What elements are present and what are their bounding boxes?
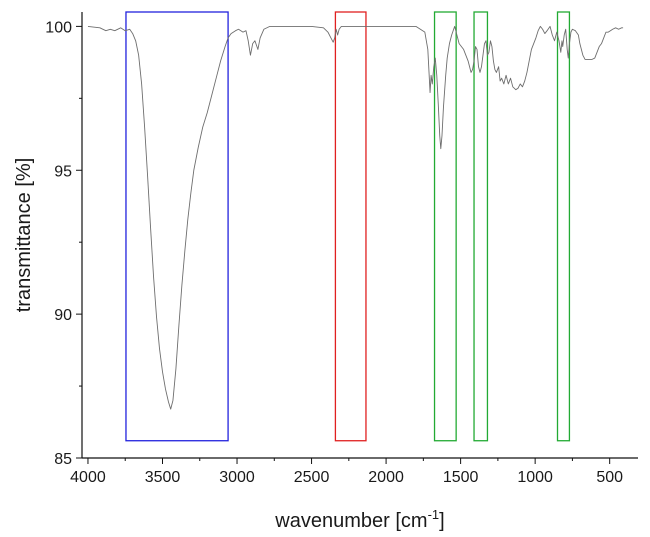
- x-axis-label-superscript: -1: [428, 507, 440, 522]
- y-tick-label-95: 95: [54, 163, 72, 180]
- x-tick-label-500: 500: [596, 469, 623, 486]
- x-tick-label-2500: 2500: [294, 469, 330, 486]
- y-tick-label-90: 90: [54, 307, 72, 324]
- highlight-box-5: [556, 11, 571, 442]
- highlight-box-1: [125, 11, 229, 442]
- highlight-box-2: [334, 11, 367, 442]
- x-tick-label-4000: 4000: [70, 469, 106, 486]
- y-axis-label: transmittance [%]: [13, 158, 35, 313]
- y-tick-label-85: 85: [54, 451, 72, 468]
- x-tick-label-2000: 2000: [368, 469, 404, 486]
- highlight-box-4: [473, 11, 489, 442]
- highlight-boxes: [125, 11, 571, 442]
- y-tick-label-100: 100: [45, 19, 72, 36]
- x-tick-label-3000: 3000: [219, 469, 255, 486]
- x-tick-label-1000: 1000: [517, 469, 553, 486]
- x-tick-label-3500: 3500: [145, 469, 181, 486]
- x-axis-label: wavenumber [cm-1]: [274, 507, 444, 532]
- x-axis-label-text: wavenumber [cm: [274, 510, 427, 532]
- y-ticks: 85 90 95 100: [45, 19, 82, 468]
- highlight-box-3: [433, 11, 457, 442]
- x-tick-label-1500: 1500: [443, 469, 479, 486]
- x-ticks: 4000 3500 3000 2500 2000 1500 1000 500: [70, 458, 623, 486]
- series-layer: [87, 25, 624, 410]
- axes: [81, 12, 638, 459]
- spectrum-line-1: [87, 25, 624, 410]
- x-axis-label-suffix: ]: [439, 510, 445, 532]
